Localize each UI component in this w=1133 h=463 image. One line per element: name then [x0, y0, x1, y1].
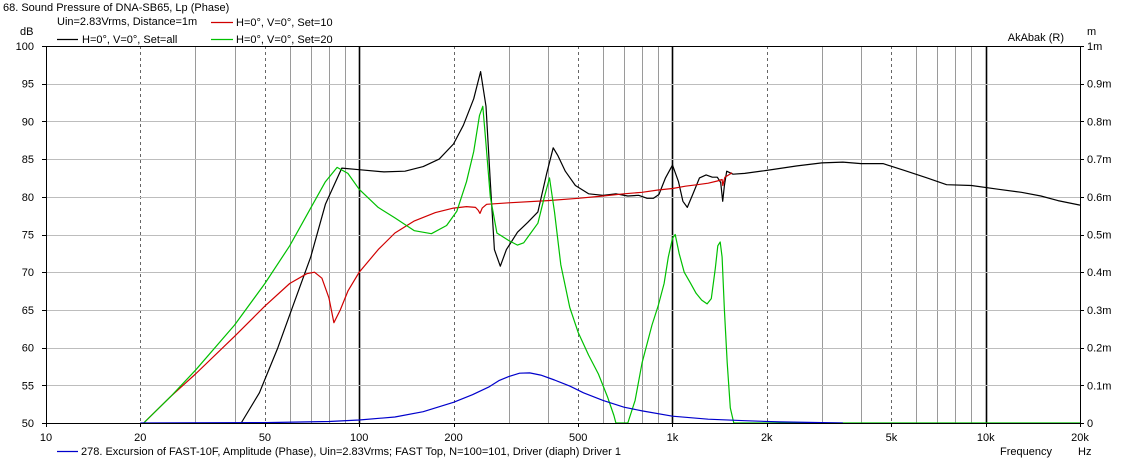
x-tick-label: 10	[40, 432, 52, 444]
x-axis-unit: Hz	[1078, 446, 1091, 458]
plot-frame	[46, 46, 1081, 424]
chart-subtitle: Uin=2.83Vrms, Distance=1m	[57, 16, 197, 28]
legend-label: H=0°, V=0°, Set=10	[236, 17, 333, 29]
x-tick-label: 2k	[761, 432, 773, 444]
x-tick-label: 500	[569, 432, 587, 444]
y-tick-label: 100	[16, 41, 34, 53]
series-line-3	[143, 105, 1080, 424]
legend-label: 278. Excursion of FAST-10F, Amplitude (P…	[81, 446, 621, 458]
axis-ticks: 50 55 60 65 70 75 80 85 90 95 100 0 0.1m 0.2m 0.3m 0.4m…	[16, 41, 1112, 444]
series-line-2	[143, 172, 733, 424]
x-tick-label: 20k	[1071, 432, 1089, 444]
y-axis-unit-left: dB	[20, 26, 33, 38]
chart-title: 68. Sound Pressure of DNA-SB65, Lp (Phas…	[3, 2, 229, 14]
y-tick-label: 55	[22, 380, 34, 392]
y2-tick-label: 0.2m	[1087, 343, 1111, 355]
y2-tick-label: 0.9m	[1087, 79, 1111, 91]
y2-tick-label: 0.8m	[1087, 116, 1111, 128]
watermark-label: AkAbak (R)	[1008, 32, 1064, 44]
y2-tick-label: 0.6m	[1087, 192, 1111, 204]
y2-tick-label: 0.1m	[1087, 380, 1111, 392]
x-tick-label: 5k	[886, 432, 898, 444]
y-tick-label: 80	[22, 192, 34, 204]
x-tick-label: 200	[444, 432, 462, 444]
y-tick-label: 85	[22, 154, 34, 166]
x-tick-label: 100	[350, 432, 368, 444]
x-tick-label: 20	[134, 432, 146, 444]
x-tick-label: 10k	[977, 432, 995, 444]
y2-tick-label: 1m	[1087, 41, 1102, 53]
y2-tick-label: 0.5m	[1087, 230, 1111, 242]
y2-tick-label: 0.4m	[1087, 267, 1111, 279]
y2-tick-label: 0.7m	[1087, 154, 1111, 166]
plot-grid	[46, 46, 1080, 423]
x-axis-label: Frequency	[1000, 446, 1052, 458]
y2-tick-label: 0	[1087, 418, 1093, 430]
y-tick-label: 50	[22, 418, 34, 430]
legend-label: H=0°, V=0°, Set=all	[82, 34, 177, 46]
series-line-1	[240, 70, 1081, 424]
legend: H=0°, V=0°, Set=10 H=0°, V=0°, Set=all H=0…	[57, 17, 621, 458]
y-axis-unit-right: m	[1087, 26, 1096, 38]
x-tick-label: 1k	[667, 432, 679, 444]
y-tick-label: 90	[22, 116, 34, 128]
y-tick-label: 70	[22, 267, 34, 279]
series-line-4	[140, 372, 843, 424]
y-tick-label: 60	[22, 343, 34, 355]
y2-tick-label: 0.3m	[1087, 305, 1111, 317]
y-tick-label: 95	[22, 79, 34, 91]
legend-label: H=0°, V=0°, Set=20	[236, 34, 333, 46]
x-tick-label: 50	[259, 432, 271, 444]
series-lines	[140, 70, 1081, 424]
y-tick-label: 75	[22, 230, 34, 242]
y-tick-label: 65	[22, 305, 34, 317]
